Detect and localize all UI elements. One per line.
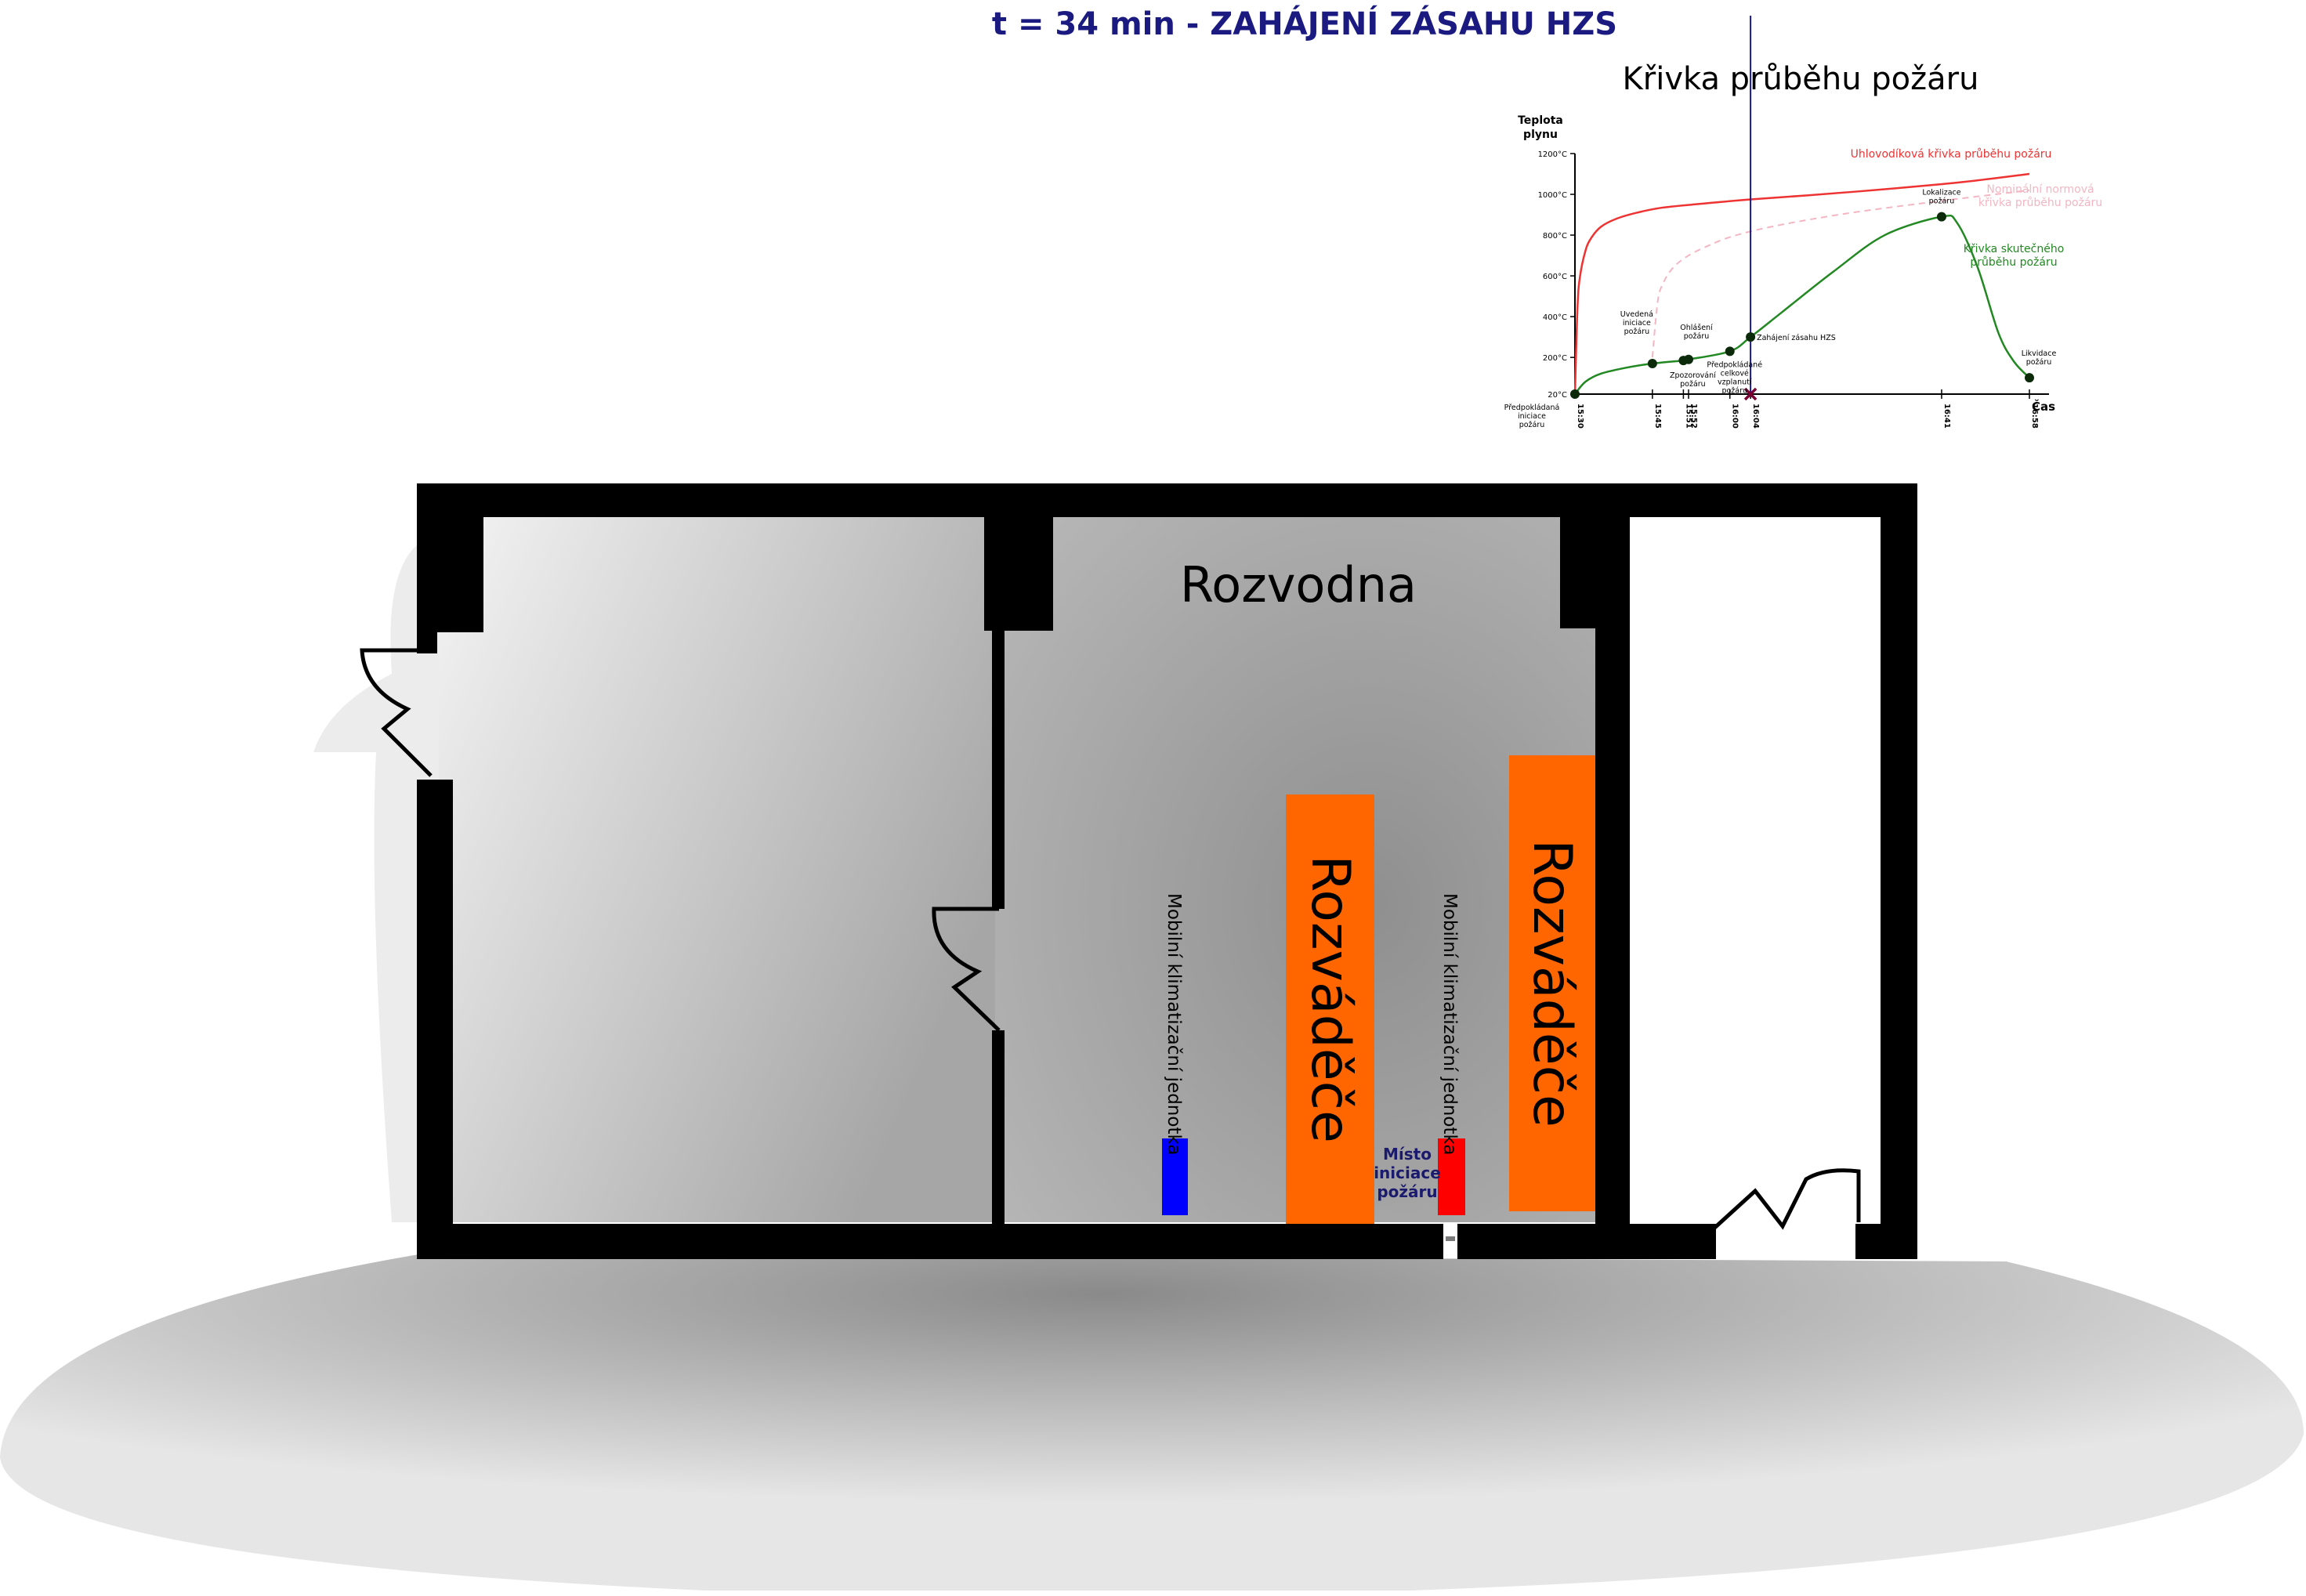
chart-event-label: Předpokládané <box>1707 360 1762 369</box>
wall-left-upper <box>417 483 437 653</box>
page-title: t = 34 min - ZAHÁJENÍ ZÁSAHU HZS <box>992 5 1617 42</box>
chart-event-label: Předpokládaná <box>1504 404 1560 412</box>
fire-origin-red <box>1438 1138 1465 1215</box>
right-room-floor <box>1630 517 1881 1222</box>
chart-x-tick-label: 15:45 <box>1653 404 1662 429</box>
chart-event-label: iniciace <box>1623 319 1651 328</box>
chart-y-tick-label: 200°C <box>1543 354 1567 363</box>
chart-legend-label: křivka průběhu požáru <box>1978 197 2102 209</box>
chart-y-tick-label: 20°C <box>1548 391 1567 400</box>
chart-ylabel-1: Teplota <box>1518 114 1563 127</box>
chart-x-tick-label: 15:51 <box>1684 404 1692 429</box>
ac-unit-red-label: Mobilní klimatizační jednotka <box>1439 893 1460 1156</box>
wall-rozvodna-right <box>1595 483 1630 1224</box>
wall-stub-bottom-right <box>1630 1224 1714 1259</box>
chart-event-label: Ohlášení <box>1680 324 1713 332</box>
room-label-rozvodna: Rozvodna <box>1180 556 1417 613</box>
wall-partition-lower <box>992 1030 1005 1226</box>
chart-x-tick-label: 16:41 <box>1942 404 1951 429</box>
chart-event-label: Zahájení zásahu HZS <box>1757 334 1836 342</box>
chart-legend-label: Uhlovodíková křivka průběhu požáru <box>1851 148 2052 161</box>
chart-event-label: požáru <box>1721 386 1747 395</box>
chart-legend-label: Nominální normová <box>1986 183 2094 196</box>
fire-origin-label-2: iniciace <box>1374 1164 1441 1182</box>
left-room-floor <box>439 517 995 1222</box>
chart-event-point <box>1647 358 1657 368</box>
chart-event-label: Zpozorování <box>1670 371 1716 380</box>
chart-event-label: požáru <box>1684 332 1710 341</box>
chart-event-point <box>1746 332 1756 342</box>
chart-title: Křivka průběhu požáru <box>1623 61 1979 97</box>
chart-series-line <box>1573 172 2030 395</box>
smoke-shadow-floor <box>0 1254 2304 1591</box>
chart-event-label: Uvedená <box>1620 310 1653 319</box>
chart-y-tick-label: 400°C <box>1543 313 1567 322</box>
chart-y-tick-label: 800°C <box>1543 232 1567 241</box>
chart-series-line <box>1651 189 2030 358</box>
chart-ylabel-2: plynu <box>1523 128 1558 141</box>
walls <box>417 483 1917 1259</box>
door-gap-marker <box>1446 1236 1455 1241</box>
chart-event-label: požáru <box>1624 328 1650 336</box>
chart-y-tick-label: 1000°C <box>1538 191 1567 200</box>
switchboard-right <box>1509 755 1595 1211</box>
chart-event-label: Lokalizace <box>1922 189 1960 197</box>
chart-y-tick-label: 600°C <box>1543 273 1567 281</box>
chart-legend-label: Křivka skutečného <box>1964 243 2065 255</box>
chart-event-point <box>1570 389 1580 399</box>
chart-x-tick-label: 16:04 <box>1751 404 1760 429</box>
wall-left-lower <box>417 780 453 1259</box>
fire-origin-label-3: požáru <box>1377 1182 1437 1201</box>
chart-y-tick-label: 1200°C <box>1538 150 1567 159</box>
chart-event-label: celkové <box>1721 369 1749 378</box>
door-left[interactable] <box>360 648 433 777</box>
chart-x-tick-label: 15:30 <box>1576 404 1584 429</box>
door-right-bottom[interactable] <box>1710 1168 1861 1232</box>
chart-event-point <box>1684 354 1693 364</box>
ac-unit-blue <box>1162 1138 1188 1215</box>
switchboard-right-label: Rozváděče <box>1521 839 1583 1127</box>
chart-event-label: požáru <box>1680 380 1706 389</box>
chart-current-time-cross <box>1743 387 1758 401</box>
switchboard-left-label: Rozváděče <box>1299 855 1361 1143</box>
chart-legend-label: průběhu požáru <box>1970 256 2057 269</box>
ac-unit-blue-label: Mobilní klimatizační jednotka <box>1164 893 1184 1156</box>
fire-origin-label-1: Místo <box>1383 1145 1432 1164</box>
chart-xlabel: Čas <box>2032 399 2055 414</box>
wall-outer-right <box>1881 483 1917 1259</box>
wall-bottom-left <box>417 1224 1443 1259</box>
chart-event-label: požáru <box>1519 421 1545 429</box>
chart-x-tick-label: 16:58 <box>2030 404 2039 429</box>
chart-event-label: vzplanutí <box>1718 378 1752 386</box>
door-partition[interactable] <box>932 907 1001 1032</box>
chart-event-label: požáru <box>1929 197 1955 206</box>
chart-event-point <box>1725 346 1735 356</box>
pillar-top-mid <box>984 483 1053 631</box>
chart-event-point <box>1936 212 1946 222</box>
wall-partition-upper <box>992 631 1005 909</box>
switchboard-left <box>1286 794 1374 1224</box>
chart-event-label: iniciace <box>1518 412 1546 421</box>
chart-x-tick-label: 15:52 <box>1689 404 1698 429</box>
fire-curve-chart: Křivka průběhu požáru Teplota plynu Čas … <box>1504 16 2102 429</box>
chart-x-tick-label: 16:00 <box>1731 404 1739 429</box>
chart-event-point <box>2025 373 2034 383</box>
wall-top <box>417 483 1917 517</box>
chart-event-label: Likvidace <box>2022 349 2057 358</box>
chart-series-line <box>1574 214 2030 395</box>
chart-event-label: požáru <box>2026 358 2052 367</box>
